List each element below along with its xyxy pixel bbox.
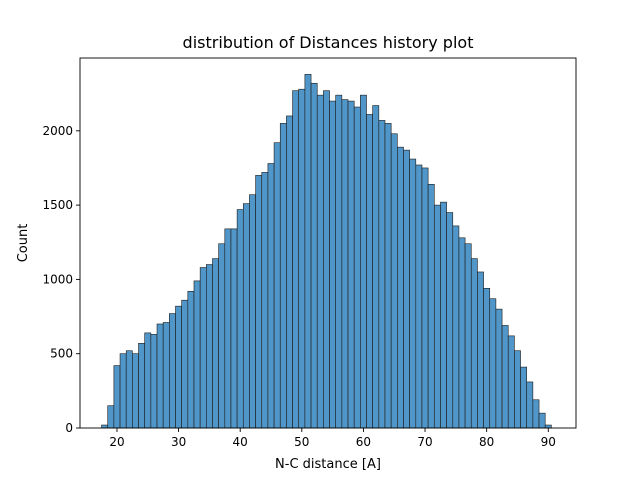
histogram-bar: [520, 366, 528, 429]
x-tick-label: 70: [417, 435, 432, 449]
histogram-bar: [162, 322, 170, 429]
y-tick-label: 1500: [42, 198, 73, 212]
histogram-bar: [132, 353, 139, 429]
histogram-bar: [458, 237, 466, 429]
histogram-bar: [150, 334, 158, 429]
histogram-bar: [175, 305, 182, 429]
x-tick-label: 50: [294, 435, 309, 449]
histogram-bar: [353, 106, 361, 429]
histogram-bar: [514, 350, 521, 429]
histogram-bar: [329, 100, 337, 429]
histogram-bar: [507, 335, 515, 429]
histogram-bar: [119, 353, 127, 429]
histogram-bar: [187, 290, 195, 429]
histogram-bar: [156, 323, 164, 429]
histogram-bar: [440, 201, 447, 429]
histogram-bar: [532, 399, 540, 429]
histogram-bar: [218, 243, 226, 429]
histogram-bar: [107, 405, 115, 429]
histogram-bar: [464, 243, 472, 429]
histogram-bar: [470, 258, 478, 429]
histogram-bar: [169, 313, 176, 429]
histogram-bar: [323, 90, 330, 429]
histogram-bar: [279, 123, 287, 429]
histogram-bar: [390, 133, 398, 429]
bars-group: [101, 74, 552, 429]
histogram-bar: [378, 120, 386, 429]
histogram-bar: [138, 343, 145, 429]
x-axis-label: N-C distance [A]: [275, 457, 381, 472]
histogram-bar: [477, 271, 484, 429]
histogram-bar: [403, 149, 410, 429]
y-tick-label: 2000: [42, 124, 73, 138]
histogram-bar: [267, 163, 275, 429]
histogram-bar: [397, 146, 404, 429]
x-tick-label: 40: [233, 435, 248, 449]
histogram-bar: [489, 298, 497, 429]
histogram-bar: [341, 99, 349, 429]
histogram-bar: [292, 90, 300, 429]
y-tick-label: 500: [50, 347, 73, 361]
histogram-bar: [384, 123, 392, 429]
histogram-bar: [360, 94, 367, 429]
y-axis-ticks: 0 500 1000 1500 2000: [42, 124, 80, 435]
histogram-bar: [255, 175, 263, 429]
histogram-bar: [144, 332, 152, 429]
histogram-bar: [206, 264, 213, 429]
chart-title: distribution of Distances history plot: [183, 33, 474, 52]
histogram-bar: [421, 167, 429, 429]
histogram-bar: [212, 258, 219, 429]
histogram-bar: [366, 114, 373, 429]
histogram-bar: [446, 212, 454, 429]
histogram-bar: [298, 88, 306, 429]
x-tick-label: 90: [541, 435, 556, 449]
y-tick-label: 0: [65, 421, 73, 435]
histogram-bar: [125, 350, 133, 429]
histogram-bar: [501, 325, 509, 429]
histogram-bar: [261, 172, 269, 429]
histogram-bar: [224, 228, 232, 429]
histogram-bar: [526, 381, 534, 429]
x-tick-label: 20: [109, 435, 124, 449]
x-tick-label: 30: [171, 435, 186, 449]
histogram-bar: [113, 365, 121, 429]
histogram-bar: [415, 164, 423, 429]
histogram-bar: [181, 299, 189, 429]
histogram-bar: [249, 194, 256, 429]
y-tick-label: 1000: [42, 272, 73, 286]
histogram-bar: [286, 115, 293, 429]
x-tick-label: 60: [356, 435, 371, 449]
histogram-bar: [347, 100, 355, 429]
histogram-bar: [310, 82, 318, 429]
x-axis-ticks: 20 30 40 50 60 70 80 90: [109, 428, 556, 449]
histogram-bar: [316, 94, 324, 429]
histogram-bar: [199, 267, 207, 429]
histogram-bar: [372, 105, 380, 429]
histogram-bar: [433, 204, 441, 429]
histogram-bar: [193, 280, 201, 429]
histogram-bar: [495, 308, 503, 429]
histogram-bar: [538, 412, 546, 429]
histogram-bar: [427, 184, 435, 429]
histogram-bar: [335, 94, 343, 429]
plot-frame: [79, 57, 577, 429]
histogram-bar: [236, 209, 244, 429]
histogram-bar: [242, 203, 250, 429]
y-axis-label: Count: [16, 224, 31, 263]
histogram-bar: [409, 158, 417, 429]
histogram-bar: [483, 288, 491, 429]
histogram-bar: [230, 228, 238, 429]
histogram-bar: [273, 142, 281, 429]
histogram-bar: [452, 225, 460, 429]
x-tick-label: 80: [479, 435, 494, 449]
histogram-bar: [304, 74, 312, 429]
